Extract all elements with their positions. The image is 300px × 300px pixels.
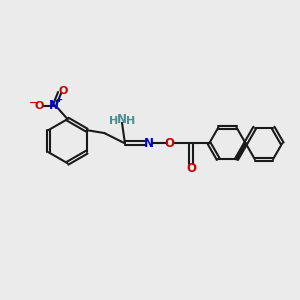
Text: O: O [58, 86, 68, 96]
Text: H: H [126, 116, 135, 126]
Text: O: O [34, 101, 44, 111]
Text: O: O [186, 163, 196, 176]
Text: O: O [165, 137, 175, 150]
Text: −: − [29, 98, 38, 108]
Text: N: N [143, 137, 154, 150]
Text: +: + [55, 95, 62, 104]
Text: H: H [109, 116, 118, 126]
Text: N: N [117, 113, 127, 126]
Text: N: N [49, 99, 59, 112]
